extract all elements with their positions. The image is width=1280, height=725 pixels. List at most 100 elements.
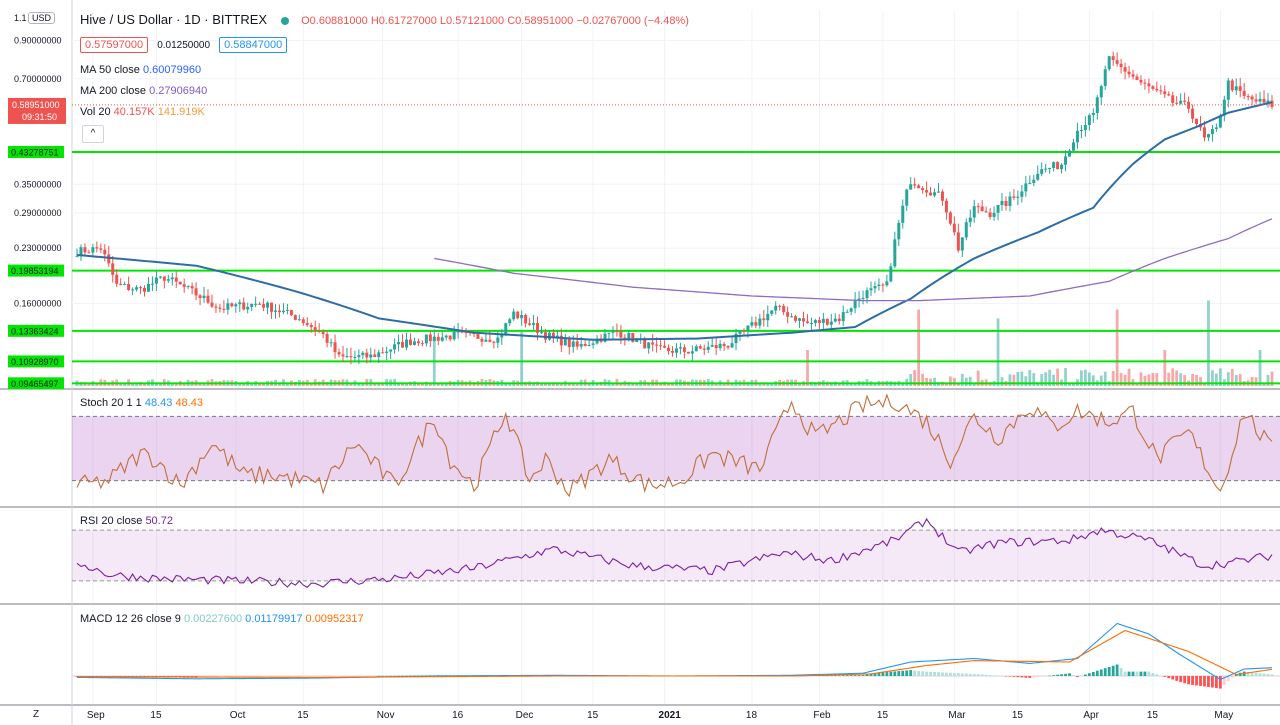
macd-histogram-bar bbox=[996, 675, 1000, 677]
volume-bar bbox=[1258, 350, 1262, 386]
macd-histogram-bar bbox=[266, 676, 269, 678]
last-price-label-box bbox=[8, 97, 66, 124]
candle-body bbox=[1075, 130, 1079, 143]
macd-histogram-bar bbox=[409, 675, 412, 677]
candle-body bbox=[516, 311, 520, 319]
candle-body bbox=[774, 305, 778, 311]
candle-body bbox=[1171, 95, 1175, 103]
candle-body bbox=[1254, 99, 1258, 102]
macd-histogram-bar bbox=[274, 676, 277, 678]
volume-bar bbox=[1052, 374, 1056, 386]
signal-line bbox=[76, 629, 1273, 678]
symbol-title: Hive / US Dollar · 1D · BITTREX bbox=[80, 12, 268, 27]
time-axis-label: Nov bbox=[377, 710, 395, 721]
candle-body bbox=[162, 276, 166, 281]
candle-body bbox=[373, 354, 377, 358]
candle-body bbox=[242, 302, 246, 310]
candle-body bbox=[420, 343, 424, 345]
candle-body bbox=[432, 336, 436, 342]
candle-body bbox=[853, 300, 857, 309]
candle-body bbox=[1119, 63, 1123, 68]
candle-body bbox=[1167, 94, 1171, 96]
candle-body bbox=[158, 276, 162, 278]
candle-body bbox=[532, 322, 536, 325]
macd-histogram-bar bbox=[1048, 675, 1052, 677]
macd-histogram-bar bbox=[1230, 676, 1234, 678]
candle-body bbox=[135, 287, 139, 290]
time-axis-label: 15 bbox=[1012, 710, 1024, 721]
candle-body bbox=[428, 334, 432, 342]
candle-body bbox=[706, 346, 710, 350]
ask-box[interactable]: 0.58847000 bbox=[219, 37, 288, 53]
volume-bar bbox=[1262, 383, 1266, 386]
macd-histogram-bar bbox=[841, 675, 845, 676]
candle-body bbox=[579, 343, 583, 347]
time-axis-label: Dec bbox=[516, 710, 534, 721]
macd-histogram-bar bbox=[305, 676, 309, 677]
candle-body bbox=[619, 331, 623, 338]
candle-body bbox=[936, 191, 940, 193]
volume-bar bbox=[357, 383, 361, 386]
last-price-label: 0.58951000 bbox=[12, 100, 60, 110]
candle-body bbox=[1036, 173, 1040, 180]
candle-body bbox=[1052, 162, 1056, 168]
candle-body bbox=[333, 342, 337, 353]
candle-body bbox=[536, 322, 540, 333]
candle-body bbox=[1060, 164, 1064, 170]
candle-body bbox=[448, 335, 452, 340]
candle-body bbox=[825, 318, 829, 325]
rsi-legend: RSI 20 close 50.72 bbox=[80, 515, 173, 527]
candle-body bbox=[281, 310, 285, 313]
volume-bar bbox=[143, 384, 146, 386]
candle-body bbox=[1127, 71, 1131, 75]
candle-body bbox=[893, 239, 897, 267]
currency-badge[interactable]: USD bbox=[28, 12, 56, 24]
candle-body bbox=[758, 318, 762, 326]
bid-ask-row: 0.57597000 0.01250000 0.58847000 bbox=[80, 37, 288, 53]
macd-histogram-bar bbox=[1187, 676, 1190, 685]
candle-body bbox=[520, 314, 524, 319]
candle-body bbox=[559, 335, 563, 346]
volume-legend: Vol 20 40.157K 141.919K bbox=[80, 106, 205, 118]
volume-bar bbox=[1234, 374, 1238, 386]
macd-histogram-bar bbox=[286, 676, 289, 677]
macd-histogram-bar bbox=[1095, 670, 1099, 676]
candle-body bbox=[95, 247, 99, 249]
macd-histogram-bar bbox=[1167, 676, 1171, 679]
candle-body bbox=[623, 337, 627, 339]
volume-bar bbox=[1040, 374, 1044, 386]
macd-histogram-bar bbox=[921, 671, 925, 676]
volume-bar bbox=[1266, 375, 1270, 386]
candle-body bbox=[329, 342, 333, 344]
volume-bar bbox=[155, 383, 158, 386]
volume-bar bbox=[956, 382, 960, 386]
bid-box[interactable]: 0.57597000 bbox=[80, 37, 149, 53]
volume-bar bbox=[1012, 374, 1016, 386]
countdown-label: 09:31:50 bbox=[22, 112, 57, 122]
macd-histogram-bar bbox=[1123, 671, 1127, 676]
macd-histogram-bar bbox=[258, 676, 262, 678]
collapse-legend-button[interactable]: ^ bbox=[82, 125, 104, 143]
volume-bar bbox=[1143, 375, 1147, 386]
macd-histogram-bar bbox=[321, 676, 325, 677]
volume-bar bbox=[945, 383, 948, 386]
candle-body bbox=[750, 322, 754, 326]
candle-body bbox=[587, 344, 591, 347]
stoch-line bbox=[76, 393, 1273, 498]
candle-body bbox=[381, 352, 385, 354]
auto-scale-button[interactable]: Z bbox=[33, 709, 40, 720]
macd-histogram-bar bbox=[1195, 676, 1198, 686]
candle-body bbox=[952, 223, 956, 233]
candle-body bbox=[996, 204, 1000, 213]
macd-histogram-bar bbox=[1024, 676, 1028, 678]
candle-body bbox=[206, 295, 210, 303]
macd-histogram-bar bbox=[1103, 668, 1107, 676]
candle-body bbox=[1214, 127, 1218, 129]
candle-body bbox=[671, 350, 674, 353]
candle-body bbox=[944, 200, 948, 213]
volume-bar bbox=[504, 383, 508, 386]
candle-body bbox=[500, 334, 504, 338]
volume-bar bbox=[1199, 377, 1202, 386]
macd-histogram-bar bbox=[1250, 672, 1254, 676]
